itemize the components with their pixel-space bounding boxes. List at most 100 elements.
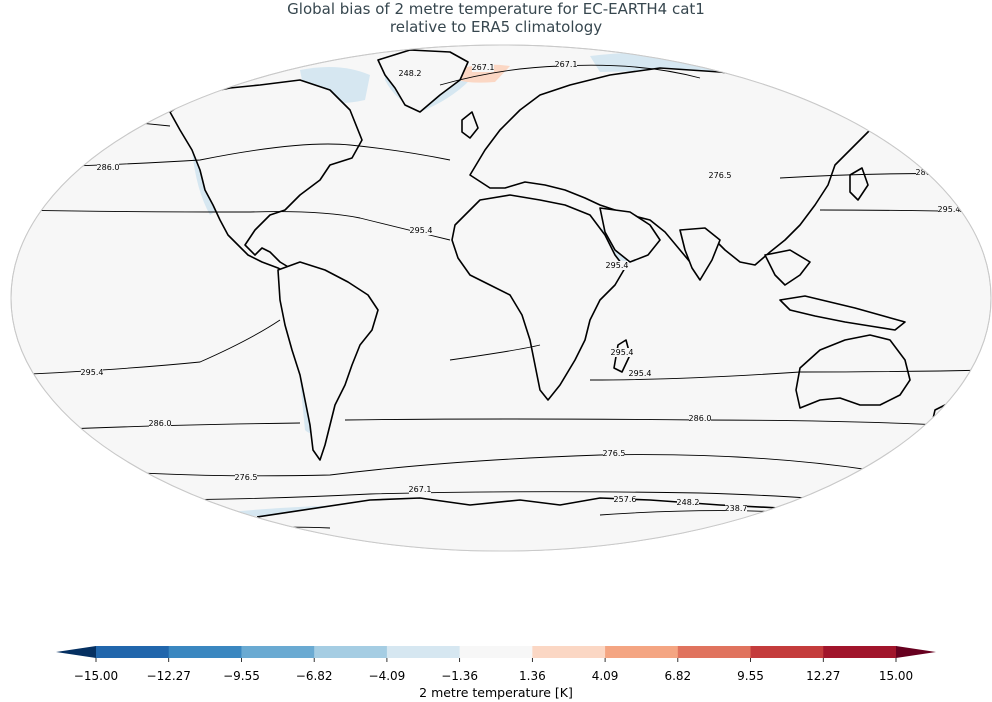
- colorbar-segment: [677, 646, 752, 658]
- colorbar-under-arrow: [56, 646, 96, 658]
- contour-line-276-south: [94, 454, 871, 477]
- contour-label-bg: [410, 226, 432, 235]
- colorbar-tick-label: −15.00: [74, 669, 118, 683]
- map-title: Global bias of 2 metre temperature for E…: [0, 0, 992, 36]
- contour-label: 267.1: [472, 63, 495, 72]
- bias-patch-south-ocean: [125, 492, 150, 502]
- contour-label-bg: [606, 261, 628, 270]
- contour-label-bg: [689, 414, 711, 423]
- contour-label: 267.1: [829, 493, 852, 502]
- contour-label: 257.6: [235, 516, 258, 525]
- contour-label-bg: [677, 498, 699, 507]
- contour-label-bg: [409, 485, 431, 494]
- colorbar-tick-label: −4.09: [369, 669, 406, 683]
- globe-outline: [10, 44, 992, 552]
- contour-label: 295.4: [611, 348, 634, 357]
- contour-label: 276.5: [873, 118, 896, 127]
- contour-label: 286.0: [149, 419, 172, 428]
- contour-label-bg: [99, 117, 121, 126]
- colorbar: −15.00 −12.27 −9.55 −6.82 −4.09 −1.36 1.36 4.09…: [56, 646, 936, 683]
- contour-label: 295.4: [629, 369, 652, 378]
- colorbar-tick-label: −6.82: [296, 669, 333, 683]
- land-africa: [451, 194, 626, 401]
- contour-label: 276.5: [603, 449, 626, 458]
- colorbar-tick-label: −1.36: [441, 669, 478, 683]
- colorbar-tick-label: 15.00: [879, 669, 913, 683]
- contour-label-bg: [555, 60, 577, 69]
- title-line-1: Global bias of 2 metre temperature for E…: [287, 0, 705, 18]
- contour-label: 248.2: [677, 498, 700, 507]
- colorbar-segment: [532, 646, 606, 658]
- contour-label-bg: [235, 473, 257, 482]
- colorbar-segment: [386, 646, 461, 658]
- contour-label: 276.5: [235, 473, 258, 482]
- colorbar-segment: [459, 646, 533, 658]
- contour-label: 248.2: [399, 69, 422, 78]
- bias-patch-arctic-west: [150, 48, 250, 66]
- land-south-america: [277, 261, 379, 461]
- contour-label-bg: [611, 348, 633, 357]
- colorbar-tick-label: 1.36: [519, 669, 546, 683]
- contour-label-bg: [629, 369, 651, 378]
- contour-label-bg: [235, 516, 257, 525]
- land-india: [679, 227, 721, 281]
- contour-label-bg: [735, 541, 757, 550]
- contour-label: 229.3: [227, 540, 250, 549]
- contour-label-bg: [472, 63, 494, 72]
- land-se-asia: [764, 249, 811, 286]
- contour-label-bg: [709, 171, 731, 180]
- contour-label-bg: [829, 493, 851, 502]
- land-japan: [849, 167, 869, 201]
- colorbar-tick-label: 4.09: [592, 669, 619, 683]
- land-arabia: [599, 207, 661, 263]
- contour-label-bg: [725, 504, 747, 513]
- contour-label: 295.4: [81, 368, 104, 377]
- contour-label-bg: [81, 368, 103, 377]
- colorbar-segment: [96, 646, 170, 658]
- contour-label-bg: [97, 163, 119, 172]
- colorbar-tick-label: 12.27: [806, 669, 840, 683]
- contour-label: 276.5: [709, 171, 732, 180]
- contour-label: 286.0: [689, 414, 712, 423]
- contour-label: 295.4: [410, 226, 433, 235]
- contour-label: 238.7: [725, 504, 748, 513]
- land-indonesia: [779, 295, 906, 331]
- title-line-2: relative to ERA5 climatology: [389, 18, 603, 36]
- contour-label: 267.1: [555, 60, 578, 69]
- land-eurasia: [469, 67, 871, 266]
- colorbar-segment: [750, 646, 824, 658]
- contour-label: 229.3: [735, 541, 758, 550]
- colorbar-tick-label: −12.27: [147, 669, 191, 683]
- land-greenland: [377, 49, 469, 113]
- colorbar-segment: [314, 646, 388, 658]
- colorbar-over-arrow: [896, 646, 936, 658]
- contour-label-bg: [603, 449, 625, 458]
- contour-label: 257.6: [614, 495, 637, 504]
- contour-label: 238.7: [284, 539, 307, 548]
- colorbar-tick-label: 6.82: [664, 669, 691, 683]
- contour-label: 295.4: [938, 205, 961, 214]
- contour-line-267-south: [139, 491, 851, 503]
- contour-label-bg: [149, 419, 171, 428]
- contour-label-bg: [227, 540, 249, 549]
- contour-label: 267.1: [409, 485, 432, 494]
- colorbar-segment: [168, 646, 242, 658]
- contour-label-bg: [185, 523, 207, 532]
- land-uk: [461, 111, 479, 139]
- colorbar-label: 2 metre temperature [K]: [419, 685, 573, 700]
- contour-label-bg: [938, 205, 960, 214]
- colorbar-segment: [823, 646, 897, 658]
- colorbar-tick-label: 9.55: [737, 669, 764, 683]
- colorbar-tick-label: −9.55: [223, 669, 260, 683]
- land-north-america: [169, 79, 363, 277]
- contour-label-bg: [284, 539, 306, 548]
- contour-label-bg: [399, 69, 421, 78]
- contour-label-bg: [873, 118, 895, 127]
- contour-label: 248.2: [185, 523, 208, 532]
- contour-label: 295.4: [606, 261, 629, 270]
- contour-label: 276.5: [99, 117, 122, 126]
- contour-label-bg: [614, 495, 636, 504]
- contour-label: 286.0: [97, 163, 120, 172]
- contour-line-295-south: [11, 319, 991, 381]
